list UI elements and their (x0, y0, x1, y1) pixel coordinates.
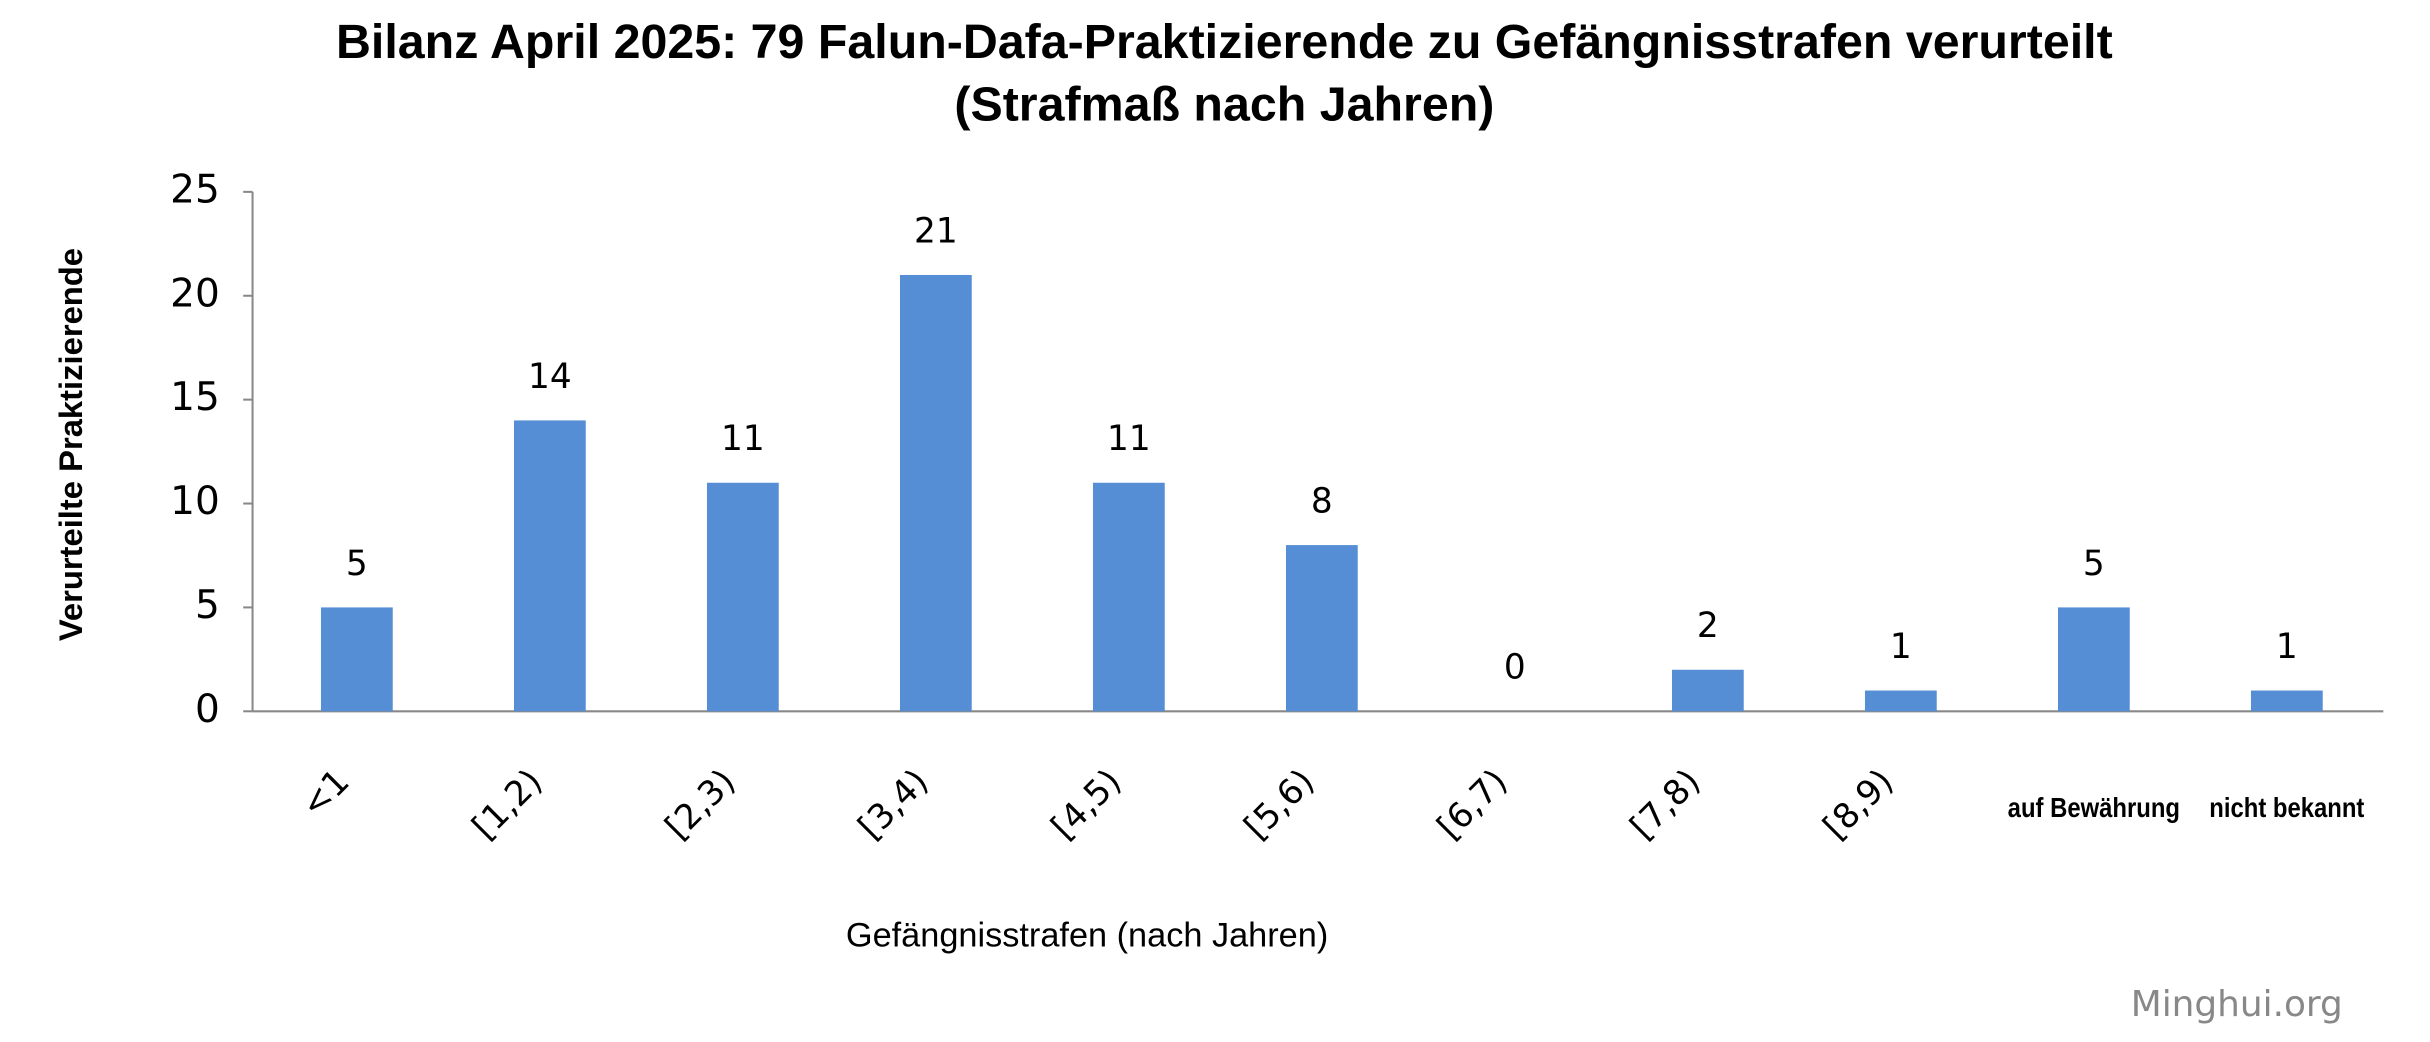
value-label: 14 (528, 357, 572, 397)
value-label: 5 (346, 544, 368, 584)
x-axis-label: Gefängnisstrafen (nach Jahren) (846, 917, 1328, 955)
y-tick-label: 0 (195, 687, 220, 732)
value-label: 0 (1504, 648, 1526, 688)
bar (2250, 690, 2323, 712)
value-label: 21 (914, 211, 958, 251)
x-tick-label: nicht bekannt (2209, 791, 2364, 823)
value-label: 11 (1107, 419, 1151, 459)
value-label: 5 (2083, 544, 2105, 584)
bar (899, 274, 972, 712)
y-tick-label: 15 (170, 375, 220, 420)
bar (1285, 545, 1358, 712)
y-tick-label: 20 (170, 271, 220, 316)
y-tick-label: 25 (170, 167, 220, 212)
y-tick-label: 5 (195, 583, 220, 628)
value-label: 1 (1890, 627, 1912, 667)
y-axis-label: Verurteilte Praktizierende (52, 248, 89, 641)
watermark: Minghui.org (2131, 984, 2343, 1025)
y-tick-label: 10 (170, 479, 220, 524)
value-label: 2 (1697, 606, 1719, 646)
value-label: 11 (721, 419, 765, 459)
bar (320, 607, 393, 712)
bar (706, 482, 779, 712)
chart-subtitle: (Strafmaß nach Jahren) (954, 77, 1494, 131)
bar (1092, 482, 1165, 712)
background (7, 0, 2423, 1042)
value-label: 8 (1311, 481, 1333, 521)
chart-title: Bilanz April 2025: 79 Falun-Dafa-Praktiz… (336, 15, 2113, 69)
value-label: 1 (2276, 627, 2298, 667)
bar (513, 420, 586, 712)
bar (1864, 690, 1937, 712)
bar (2057, 607, 2130, 712)
x-tick-label: auf Bewährung (2008, 791, 2180, 823)
bar (1671, 669, 1744, 712)
